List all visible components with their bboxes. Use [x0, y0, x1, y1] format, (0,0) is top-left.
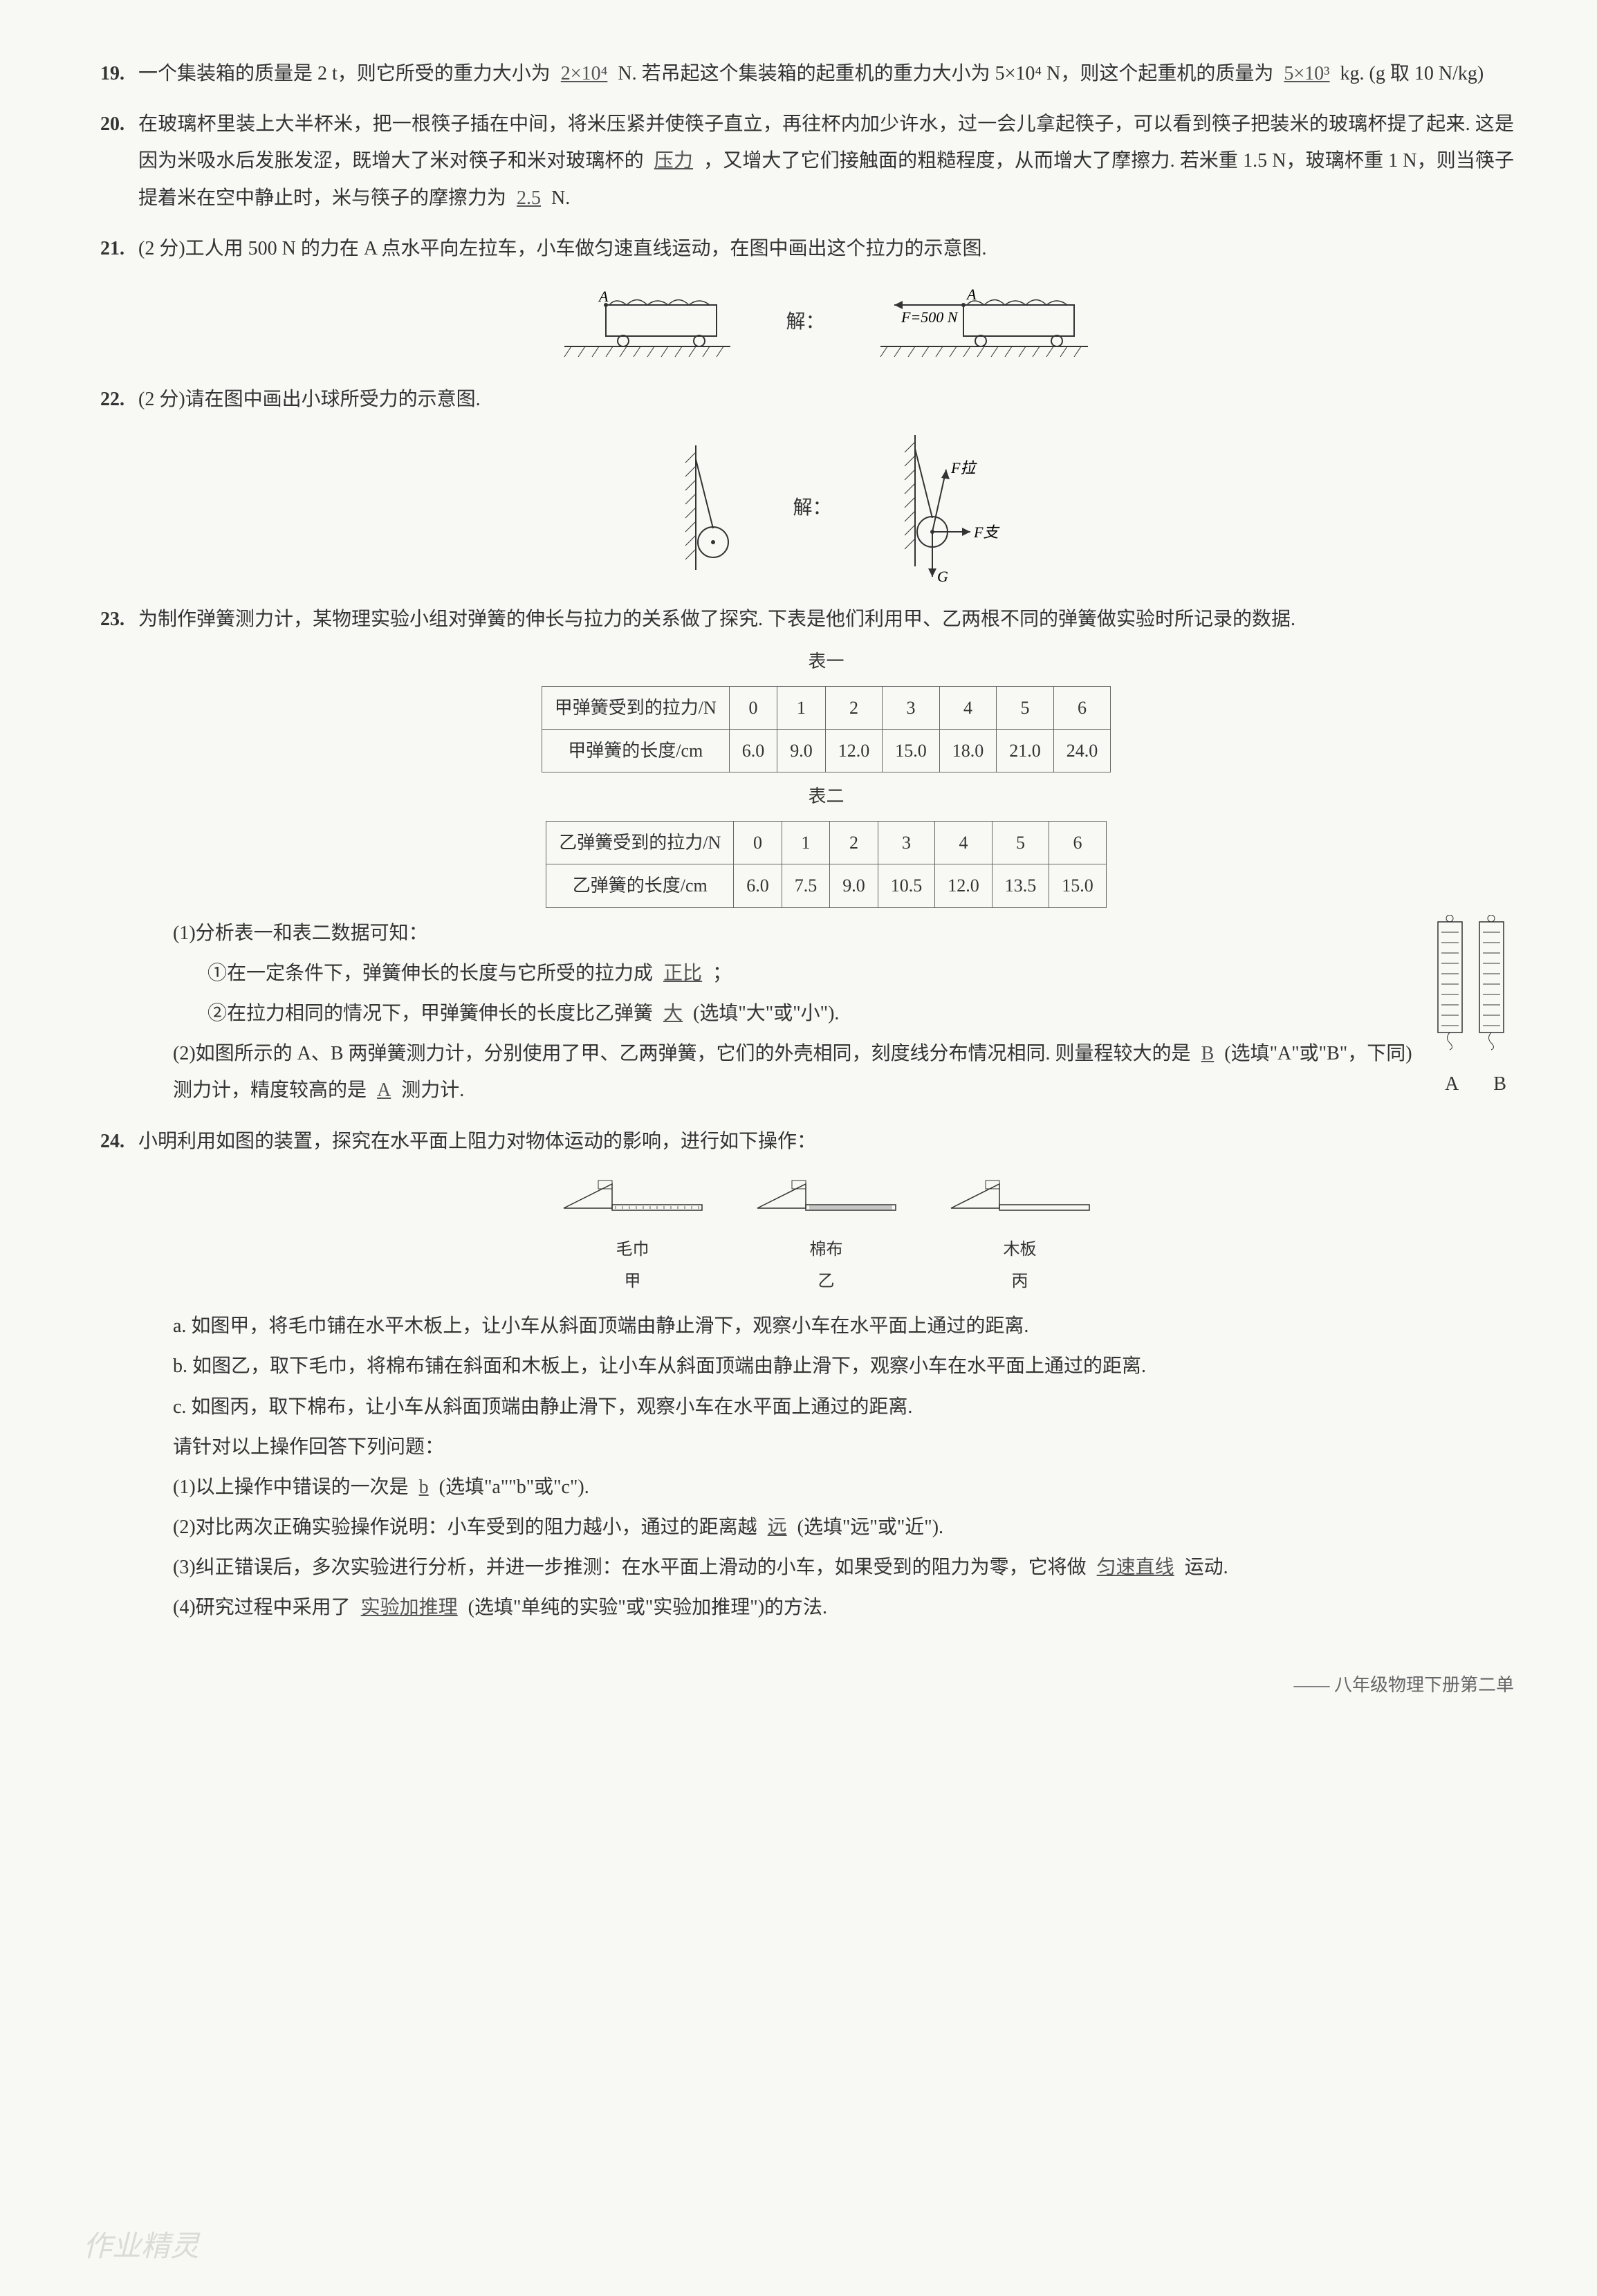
q21-text: (2 分)工人用 500 N 的力在 A 点水平向左拉车，小车做匀速直线运动，在… — [138, 238, 987, 259]
q21-cart-answer: A F=500 N — [867, 277, 1102, 367]
q24-step-a: a. 如图甲，将毛巾铺在水平木板上，让小车从斜面顶端由静止滑下，观察小车在水平面… — [138, 1308, 1514, 1344]
q23-blank-2: 大 — [658, 1003, 688, 1024]
q19-text-c: kg. (g 取 10 N/kg) — [1340, 63, 1484, 84]
q24-step-b: b. 如图乙，取下毛巾，将棉布铺在斜面和木板上，让小车从斜面顶端由静止滑下，观察… — [138, 1348, 1514, 1385]
svg-text:F支: F支 — [973, 524, 1000, 541]
svg-text:G: G — [937, 568, 948, 585]
q24-blank-1: b — [414, 1476, 434, 1498]
q22-answer-label: 解： — [793, 490, 831, 526]
q19-blank-2: 5×10³ — [1278, 63, 1335, 84]
q24-blank-4: 实验加推理 — [356, 1597, 463, 1618]
q23-part1-2: ②在拉力相同的情况下，甲弹簧伸长的长度比乙弹簧 大 (选填"大"或"小"). — [138, 995, 1514, 1032]
q23-part2: (2)如图所示的 A、B 两弹簧测力计，分别使用了甲、乙两弹簧，它们的外壳相同，… — [138, 1035, 1514, 1109]
q20-blank-2: 2.5 — [511, 187, 546, 209]
question-23: 23. 为制作弹簧测力计，某物理实验小组对弹簧的伸长与拉力的关系做了探究. 下表… — [138, 601, 1514, 1109]
q19-body: 一个集装箱的质量是 2 t，则它所受的重力大小为 2×10⁴ N. 若吊起这个集… — [138, 55, 1514, 92]
q21-answer-label: 解： — [786, 304, 824, 340]
q24-fig-c: 木板丙 — [944, 1170, 1096, 1297]
q23-blank-3: B — [1196, 1043, 1220, 1064]
question-24: 24. 小明利用如图的装置，探究在水平面上阻力对物体运动的影响，进行如下操作： … — [138, 1123, 1514, 1627]
q24-p2: (2)对比两次正确实验操作说明：小车受到的阻力越小，通过的距离越 远 (选填"远… — [138, 1509, 1514, 1546]
fig-label-a: A — [1445, 1066, 1459, 1102]
q23-part1-1: ①在一定条件下，弹簧伸长的长度与它所受的拉力成 正比 ； — [138, 955, 1514, 992]
question-19: 19. 一个集装箱的质量是 2 t，则它所受的重力大小为 2×10⁴ N. 若吊… — [138, 55, 1514, 92]
table-1: 甲弹簧受到的拉力/N 0 1 2 3 4 5 6 甲弹簧的长度/cm 6.0 9… — [542, 686, 1111, 773]
q23-spring-figure: A B — [1431, 915, 1514, 1102]
q19-text-b: N. 若吊起这个集装箱的起重机的重力大小为 5×10⁴ N，则这个起重机的质量为 — [618, 63, 1273, 84]
q22-figures: 解： F拉 F支 G — [138, 428, 1514, 587]
t1-r2-label: 甲弹簧的长度/cm — [542, 730, 729, 772]
q19-text-a: 一个集装箱的质量是 2 t，则它所受的重力大小为 — [138, 63, 551, 84]
q22-text: (2 分)请在图中画出小球所受力的示意图. — [138, 389, 481, 410]
q21-force-text: F=500 N — [901, 308, 959, 326]
q-num-21: 21. — [100, 230, 124, 267]
q23-blank-4: A — [371, 1080, 396, 1101]
fig-label-b: B — [1493, 1066, 1506, 1102]
q22-ball-answer: F拉 F支 G — [874, 428, 1012, 587]
svg-text:F拉: F拉 — [950, 459, 977, 476]
q20-text-c: N. — [551, 187, 570, 209]
t2-r1-label: 乙弹簧受到的拉力/N — [546, 821, 734, 864]
q-num-23: 23. — [100, 601, 124, 638]
q24-p3: (3)纠正错误后，多次实验进行分析，并进一步推测：在水平面上滑动的小车，如果受到… — [138, 1549, 1514, 1586]
t2-r2-label: 乙弹簧的长度/cm — [546, 864, 734, 907]
table-row: 甲弹簧的长度/cm 6.0 9.0 12.0 15.0 18.0 21.0 24… — [542, 730, 1111, 772]
q21-body: (2 分)工人用 500 N 的力在 A 点水平向左拉车，小车做匀速直线运动，在… — [138, 230, 1514, 267]
q24-p4: (4)研究过程中采用了 实验加推理 (选填"单纯的实验"或"实验加推理")的方法… — [138, 1589, 1514, 1626]
q21-point-a: A — [598, 288, 609, 305]
q24-fig-a: 毛巾甲 — [557, 1170, 709, 1297]
q20-body: 在玻璃杯里装上大半杯米，把一根筷子插在中间，将米压紧并使筷子直立，再往杯内加少许… — [138, 106, 1514, 216]
q19-blank-1: 2×10⁴ — [555, 63, 613, 84]
q23-intro: 为制作弹簧测力计，某物理实验小组对弹簧的伸长与拉力的关系做了探究. 下表是他们利… — [138, 601, 1514, 638]
question-21: 21. (2 分)工人用 500 N 的力在 A 点水平向左拉车，小车做匀速直线… — [138, 230, 1514, 367]
q21-figures: A 解： A F=500 N — [138, 277, 1514, 367]
table-row: 乙弹簧受到的拉力/N 0 1 2 3 4 5 6 — [546, 821, 1107, 864]
table2-caption: 表二 — [138, 779, 1514, 813]
q24-figures: 毛巾甲 棉布乙 木板丙 — [138, 1170, 1514, 1297]
table-2: 乙弹簧受到的拉力/N 0 1 2 3 4 5 6 乙弹簧的长度/cm 6.0 7… — [546, 821, 1107, 908]
q23-blank-1: 正比 — [658, 963, 708, 984]
q24-step-c: c. 如图丙，取下棉布，让小车从斜面顶端由静止滑下，观察小车在水平面上通过的距离… — [138, 1389, 1514, 1425]
t1-r1-label: 甲弹簧受到的拉力/N — [542, 686, 729, 729]
q24-intro: 小明利用如图的装置，探究在水平面上阻力对物体运动的影响，进行如下操作： — [138, 1123, 1514, 1160]
q22-ball-diagram — [640, 438, 751, 577]
q-num-22: 22. — [100, 381, 124, 418]
question-22: 22. (2 分)请在图中画出小球所受力的示意图. 解： — [138, 381, 1514, 587]
watermark: 作业精灵 — [83, 2220, 199, 2275]
q-num-20: 20. — [100, 106, 124, 142]
q24-blank-2: 远 — [762, 1517, 793, 1538]
q24-blank-3: 匀速直线 — [1091, 1557, 1180, 1578]
table-row: 乙弹簧的长度/cm 6.0 7.5 9.0 10.5 12.0 13.5 15.… — [546, 864, 1107, 907]
table1-caption: 表一 — [138, 645, 1514, 678]
page-footer: —— 八年级物理下册第二单 — [138, 1668, 1514, 1702]
q-num-19: 19. — [100, 55, 124, 92]
q22-body: (2 分)请在图中画出小球所受力的示意图. — [138, 381, 1514, 418]
q24-prompt: 请针对以上操作回答下列问题： — [138, 1429, 1514, 1465]
q21-cart-diagram: A — [551, 277, 744, 367]
table-row: 甲弹簧受到的拉力/N 0 1 2 3 4 5 6 — [542, 686, 1111, 729]
q23-part1: (1)分析表一和表二数据可知： — [138, 915, 1514, 952]
q20-blank-1: 压力 — [649, 150, 699, 172]
svg-text:A: A — [966, 286, 977, 303]
q-num-24: 24. — [100, 1123, 124, 1160]
q24-p1: (1)以上操作中错误的一次是 b (选填"a""b"或"c"). — [138, 1469, 1514, 1506]
question-20: 20. 在玻璃杯里装上大半杯米，把一根筷子插在中间，将米压紧并使筷子直立，再往杯… — [138, 106, 1514, 216]
q24-fig-b: 棉布乙 — [750, 1170, 903, 1297]
